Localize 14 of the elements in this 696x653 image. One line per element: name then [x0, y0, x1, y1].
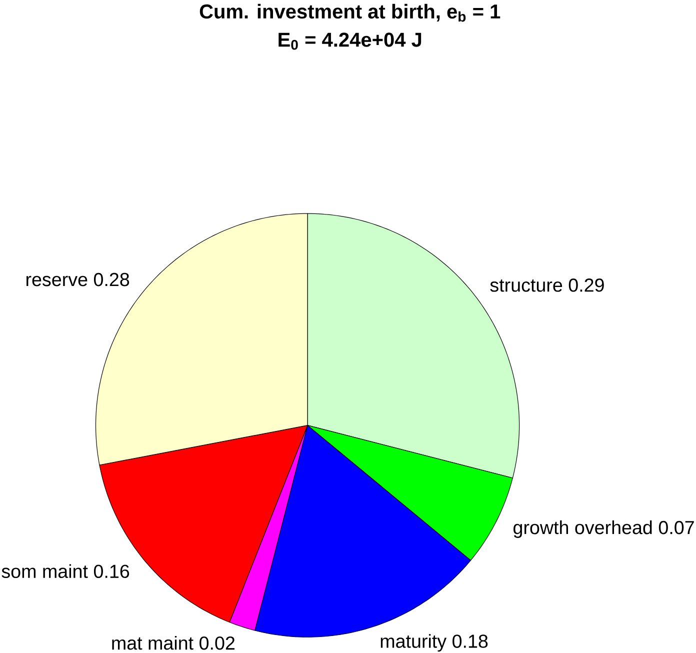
slice-label: mat maint: [112, 636, 194, 650]
data-label: 0.07: [658, 520, 694, 534]
slice-label: growth overhead: [514, 520, 652, 538]
data-label: 0.28: [94, 272, 130, 286]
chart-title: Cum. investment at birth, e$_{b}$ = 1: [200, 4, 500, 22]
data-label: 0.29: [568, 278, 604, 292]
data-label: 0.16: [94, 564, 130, 578]
chart-subtitle: E$_{0}$ = 4.24e+04 J: [278, 32, 422, 50]
data-label: 0.02: [200, 636, 234, 650]
slice-label: som maint: [2, 564, 88, 578]
slice-label: maturity: [380, 634, 447, 652]
slice-label: reserve: [26, 276, 88, 286]
slice-label: structure: [490, 280, 562, 292]
data-label: 0.18: [452, 634, 488, 648]
